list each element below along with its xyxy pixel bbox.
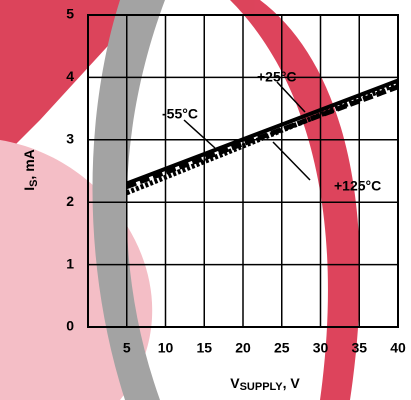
- y-label-main: I: [21, 187, 37, 191]
- y-label-unit: , mA: [21, 149, 37, 179]
- series-label: +25°C: [257, 69, 296, 85]
- watermark-red-arc: [230, 0, 360, 400]
- x-axis-label: VSUPPLY, V: [230, 375, 300, 393]
- x-tick-label: 30: [313, 340, 329, 356]
- x-tick-label: 10: [158, 340, 174, 356]
- y-tick-label: 0: [66, 318, 74, 334]
- x-tick-label: 35: [351, 340, 367, 356]
- x-tick-label: 5: [123, 340, 131, 356]
- watermark: [0, 0, 360, 400]
- arrow: [276, 81, 306, 113]
- x-tick-label: 40: [390, 340, 406, 356]
- x-label-main: V: [230, 375, 240, 391]
- series-line: [126, 78, 399, 186]
- x-label-sub: SUPPLY: [240, 381, 284, 393]
- x-label-unit: , V: [283, 375, 301, 391]
- x-tick-label: 15: [196, 340, 212, 356]
- x-tick-label: 25: [274, 340, 290, 356]
- series-label: +125°C: [334, 178, 381, 194]
- y-tick-label: 1: [66, 255, 74, 271]
- arrow: [272, 141, 311, 181]
- y-tick-label: 3: [66, 131, 74, 147]
- y-tick-label: 4: [66, 68, 74, 84]
- x-tick-label: 20: [235, 340, 251, 356]
- y-axis-label: IS, mA: [21, 149, 40, 191]
- y-tick-label: 5: [66, 6, 74, 22]
- series-label: -55°C: [162, 106, 198, 122]
- annotation-arrows: [183, 81, 311, 181]
- plot: 0 1 2 3 4 5 5 10 15 20 25 30 35 40: [66, 6, 406, 356]
- y-label-sub: S: [28, 180, 40, 187]
- watermark-gray: [92, 0, 165, 400]
- arrow: [183, 119, 216, 149]
- series-line: [125, 81, 399, 196]
- y-tick-label: 2: [66, 193, 74, 209]
